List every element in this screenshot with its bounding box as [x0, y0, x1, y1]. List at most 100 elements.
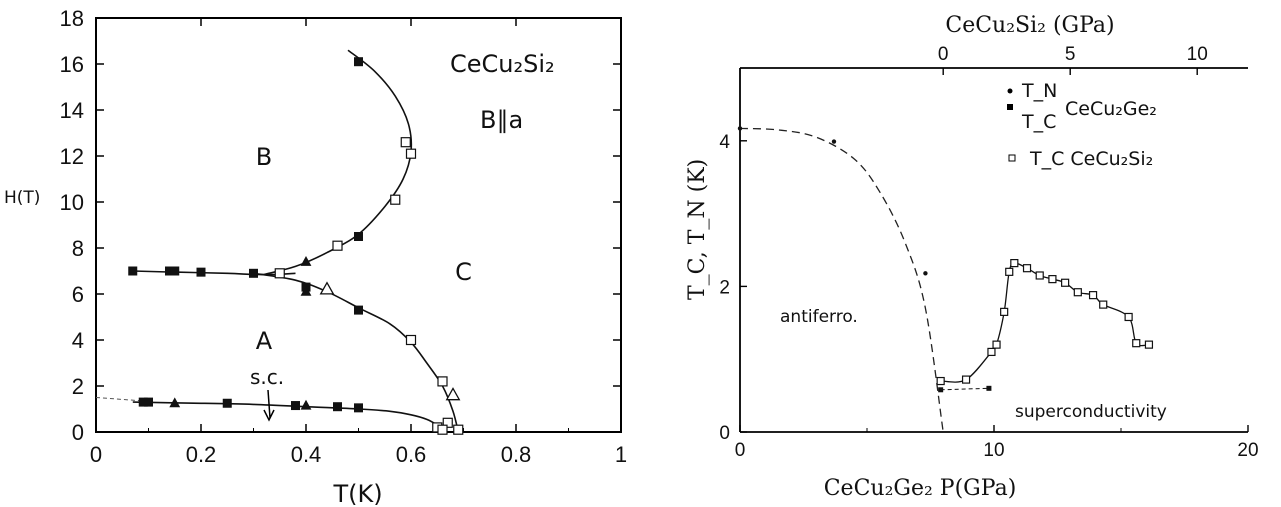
tc-ge-dashed: [940, 387, 989, 391]
filled-square-point: [354, 232, 363, 241]
open-square-point: [1132, 339, 1141, 348]
legend-tc-marker: [1007, 104, 1013, 110]
open-square-point: [274, 268, 285, 279]
legend: T_N T_C CeCu₂Ge₂ T_C CeCu₂Si₂: [1007, 80, 1157, 170]
left-title: CeCu₂Si₂: [450, 50, 555, 78]
right-x-tick-label: 0: [735, 440, 746, 461]
open-square-point: [992, 340, 1001, 349]
left-y-axis-label: H(T): [4, 188, 40, 208]
legend-tn-label: T_N: [1021, 80, 1057, 102]
open-square-point: [1073, 288, 1082, 297]
left-y-tick-label: 6: [72, 282, 84, 307]
left-subtitle: B∥a: [480, 106, 523, 134]
left-x-tick-label: 0.8: [501, 442, 532, 467]
left-y-tick-label: 10: [60, 190, 84, 215]
antiferro-label: antiferro.: [780, 307, 858, 327]
filled-square-point: [249, 268, 258, 278]
legend-tc-label: T_C: [1021, 111, 1056, 133]
filled-square-point: [222, 398, 232, 408]
left-region-label: B: [256, 143, 272, 171]
left-y-tick-label: 18: [60, 6, 84, 31]
filled-square-point: [144, 397, 153, 407]
tc-si-line: [940, 262, 1149, 383]
open-square-point: [961, 375, 971, 384]
open-square-point: [437, 424, 448, 435]
open-triangle-point: [319, 281, 335, 295]
legend-tn-marker: [1007, 88, 1013, 94]
open-square-point: [1124, 312, 1133, 322]
right-curves: [739, 127, 1149, 433]
left-x-tick-label: 1: [615, 442, 627, 467]
right-top-axis-label: CeCu₂Si₂ (GPa): [945, 13, 1114, 38]
filled-square-point: [138, 397, 148, 407]
left-labels: A B C: [256, 143, 472, 355]
right-top-tick-label: 0: [938, 44, 949, 65]
open-square-point: [332, 240, 343, 251]
open-square-point: [437, 376, 448, 387]
right-top-tick-label: 5: [1065, 44, 1076, 65]
open-square-point: [1000, 307, 1009, 316]
open-square-point: [453, 424, 464, 435]
filled-square-point: [354, 305, 363, 315]
sc-annotation: s.c.: [250, 365, 284, 389]
right-x-tick-label: 10: [983, 440, 1004, 461]
left-points: [128, 57, 464, 435]
superconductivity-label: superconductivity: [1015, 402, 1167, 422]
left-x-tick-label: 0.6: [396, 442, 427, 467]
right-y-tick-label: 2: [719, 277, 730, 298]
open-square-point: [442, 417, 453, 428]
filled-triangle-point: [300, 255, 312, 266]
filled-square-point: [128, 266, 138, 276]
legend-si-marker: [1008, 154, 1016, 162]
filled-square-point: [354, 57, 363, 67]
open-square-point: [1061, 278, 1070, 287]
right-chart: 0 10 20 0 2 4 0 5 10 CeCu₂Si₂ (GPa) CeCu₂Ge₂ P(G…: [685, 13, 1259, 501]
right-top-tick-label: 10: [1187, 44, 1208, 65]
open-square-point: [1048, 275, 1057, 284]
tn-dashed-boundary: [739, 127, 944, 433]
open-square-point: [1099, 300, 1108, 309]
filled-square-point: [938, 387, 944, 393]
legend-si-label: T_C CeCu₂Si₂: [1029, 148, 1153, 170]
filled-triangle-point: [300, 399, 312, 410]
filled-square-point: [354, 403, 363, 413]
left-x-axis-label: T(K): [332, 480, 382, 507]
dot-point: [737, 126, 743, 131]
right-points: [737, 126, 1154, 393]
left-y-tick-label: 4: [72, 328, 84, 353]
sc-annotation-arrow: [267, 389, 271, 419]
open-triangle-point: [445, 387, 461, 401]
open-square-point: [1005, 267, 1014, 276]
left-dashed-extension: [95, 397, 144, 402]
left-x-tick-label: 0.4: [291, 442, 322, 467]
filled-square-point: [170, 266, 180, 276]
filled-square-point: [333, 402, 342, 412]
open-square-point: [1144, 340, 1154, 349]
open-square-point: [987, 347, 996, 357]
right-ticks: 0 10 20 0 2 4 0 5 10: [719, 44, 1258, 461]
filled-triangle-point: [169, 397, 181, 408]
open-square-point: [1022, 264, 1032, 273]
filled-square-point: [986, 385, 992, 391]
open-square-point: [1088, 291, 1098, 300]
left-y-tick-label: 0: [72, 420, 84, 445]
left-x-tick-label: 0.2: [186, 442, 217, 467]
open-square-point: [405, 148, 417, 159]
right-x-axis-label: CeCu₂Ge₂ P(GPa): [824, 476, 1017, 501]
left-y-tick-label: 8: [72, 236, 84, 261]
filled-square-point: [165, 266, 174, 276]
left-region-label: C: [455, 258, 472, 286]
open-square-point: [405, 334, 417, 346]
open-square-point: [1035, 271, 1044, 280]
left-y-tick-label: 16: [60, 52, 84, 77]
open-square-point: [400, 137, 411, 148]
right-y-tick-label: 0: [719, 423, 730, 444]
open-square-point: [390, 194, 401, 205]
filled-square-point: [196, 267, 206, 277]
open-square-point: [936, 376, 945, 386]
open-square-point: [1010, 259, 1019, 268]
left-plot-frame: [95, 17, 622, 433]
